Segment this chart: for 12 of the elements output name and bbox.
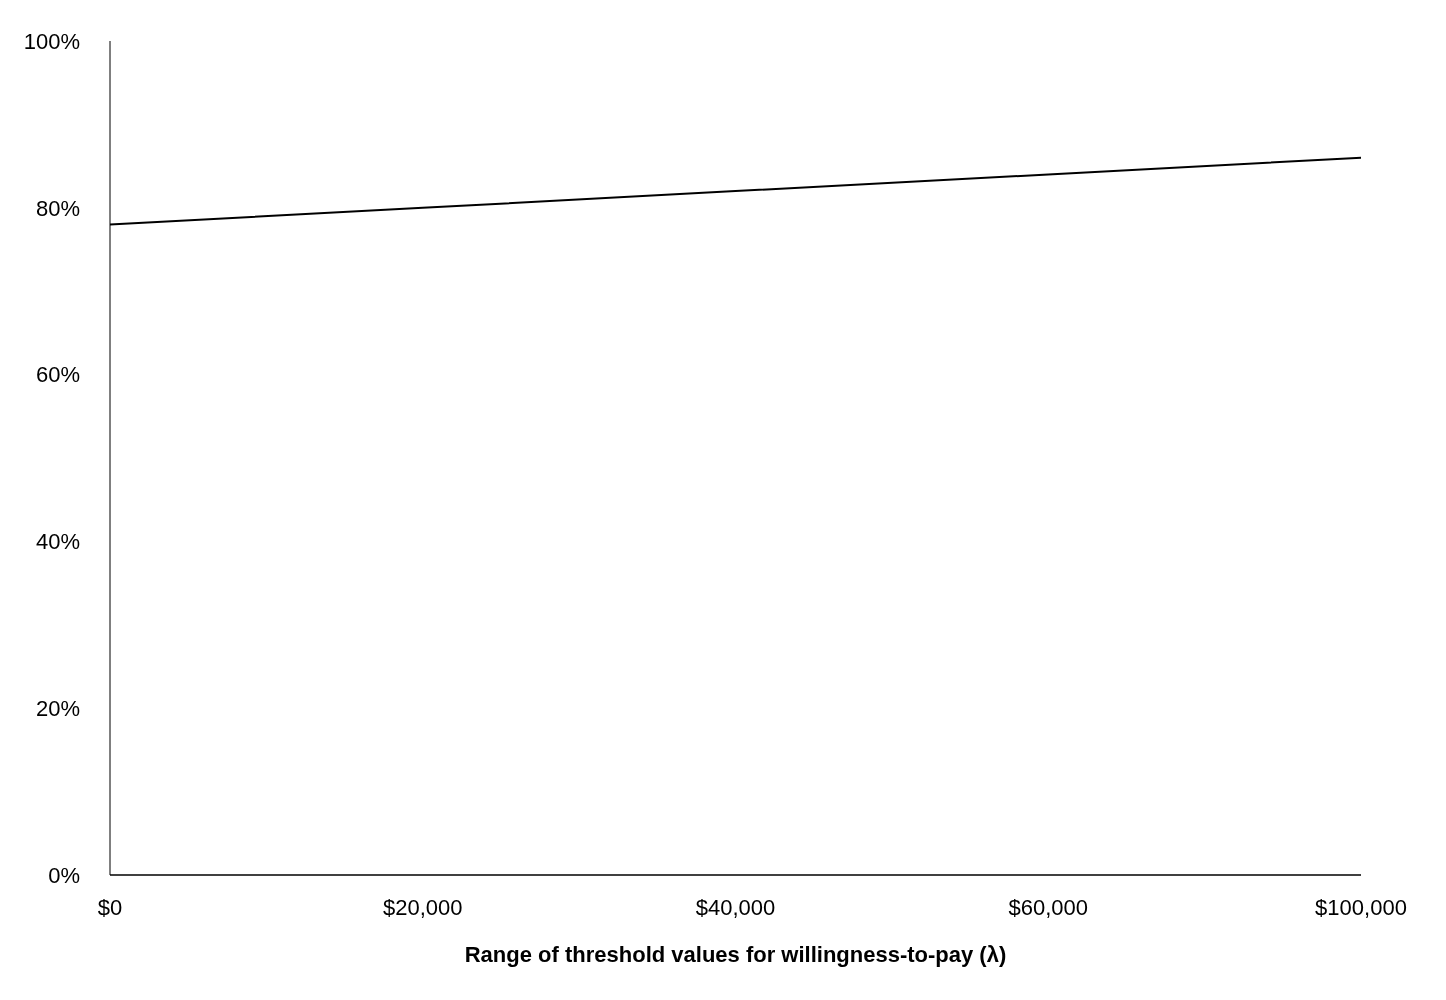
y-tick-label: 20% [35,695,80,721]
x-tick-label: $40,000 [695,895,776,920]
x-tick-label: $100,000 [1315,895,1407,920]
y-tick-label: 40% [35,529,80,555]
x-tick-label: $0 [97,895,123,920]
y-tick-label: 80% [35,195,80,221]
y-tick-label: 60% [35,362,80,388]
y-tick-label: 0% [48,862,80,888]
x-tick-label: $20,000 [382,895,463,920]
x-tick-label: $60,000 [1008,895,1089,920]
x-axis-title: Range of threshold values for willingness-to-pay (λ) [464,942,1007,967]
y-tick-label: 100% [23,28,80,54]
